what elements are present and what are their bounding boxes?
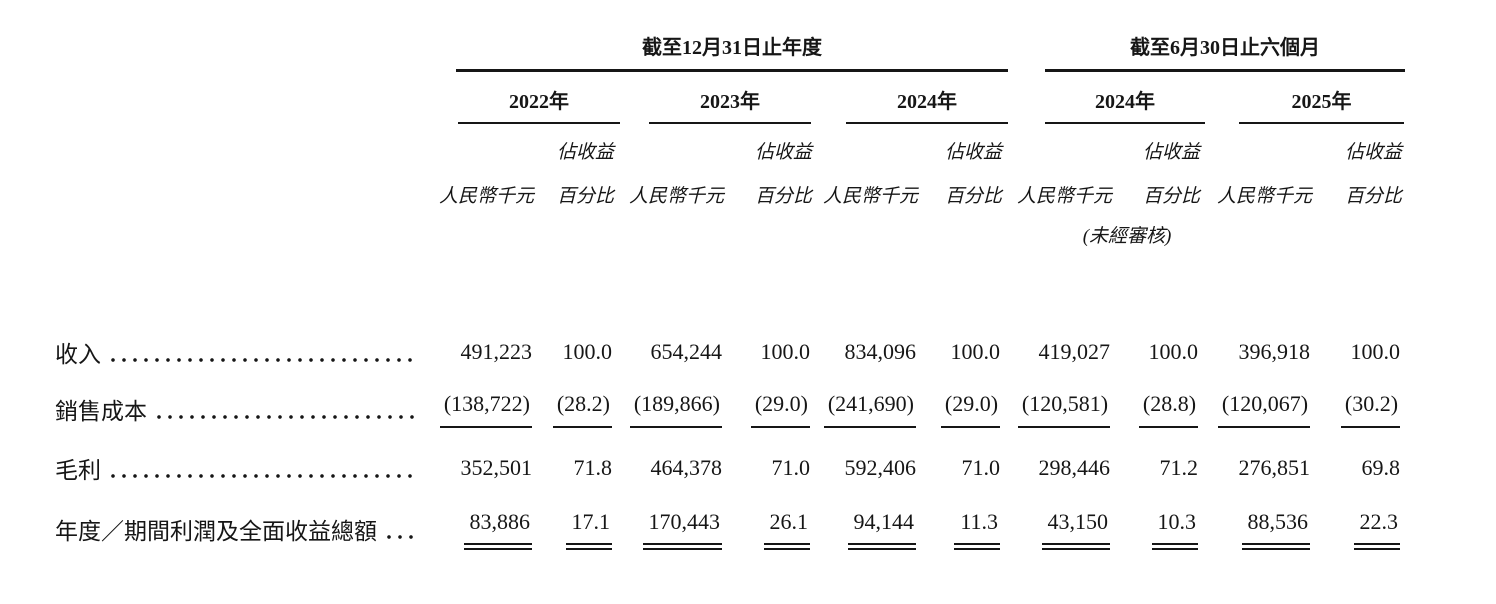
interim-period-title: 截至6月30日止六個月 xyxy=(1045,31,1406,72)
empty-cell xyxy=(55,124,430,168)
amount-unit-label: 人民幣千元 xyxy=(628,186,724,207)
spacer-row xyxy=(55,252,1408,324)
financial-summary-table: 截至12月31日止年度 截至6月30日止六個月 2022年 2023年 2024… xyxy=(55,28,1408,560)
empty-cell xyxy=(818,124,924,168)
cell: 100.0 xyxy=(950,339,1001,364)
interim-period-header: 截至6月30日止六個月 xyxy=(1008,28,1408,72)
pct-bottom-label: 百分比 xyxy=(945,186,1003,207)
pct-bottom-label: 百分比 xyxy=(1143,186,1201,207)
cell: 94,144 xyxy=(818,498,924,560)
cell: (30.2) xyxy=(1318,380,1408,438)
cell: 69.8 xyxy=(1361,455,1401,480)
table-row-cost-of-sales: 銷售成本 (138,722) (28.2) (189,866) (29.0) (… xyxy=(55,380,1408,438)
pct-bottom-label: 百分比 xyxy=(556,186,614,207)
pct-top-label: 佔收益 xyxy=(945,142,1003,163)
unaudited-note: (未經審核) xyxy=(1082,226,1172,247)
year-header-2024: 2024年 xyxy=(818,72,1009,124)
cell: 298,446 xyxy=(1038,455,1111,480)
row-label-revenue: 收入 xyxy=(55,324,430,380)
empty-cell xyxy=(55,212,1008,252)
cell: 71.0 xyxy=(961,455,1001,480)
pct-top-label: 佔收益 xyxy=(1345,142,1403,163)
cell: 22.3 xyxy=(1318,498,1408,560)
empty-cell xyxy=(1206,124,1318,168)
year-header-2023: 2023年 xyxy=(620,72,818,124)
cell: 170,443 xyxy=(620,498,730,560)
cell: 491,223 xyxy=(460,339,533,364)
cell: 71.2 xyxy=(1159,455,1199,480)
cell: (29.0) xyxy=(924,380,1008,438)
row-label-profit: 年度／期間利潤及全面收益總額 xyxy=(55,498,430,560)
cell: 83,886 xyxy=(430,498,540,560)
cell: (241,690) xyxy=(818,380,924,438)
amount-unit-label: 人民幣千元 xyxy=(438,186,534,207)
table-row-profit-total-comprehensive-income: 年度／期間利潤及全面收益總額 83,886 17.1 170,443 26.1 … xyxy=(55,498,1408,560)
dot-leader xyxy=(111,474,416,478)
year-header-2025-interim: 2025年 xyxy=(1206,72,1408,124)
annual-period-header: 截至12月31日止年度 xyxy=(430,28,1009,72)
cell: 276,851 xyxy=(1238,455,1311,480)
empty-corner-cell xyxy=(55,28,430,72)
subheader-pct-top-row: 佔收益 佔收益 佔收益 佔收益 佔收益 xyxy=(55,124,1408,168)
cell: 100.0 xyxy=(562,339,613,364)
row-label-gross-profit: 毛利 xyxy=(55,438,430,498)
unaudited-note-row: (未經審核) xyxy=(55,212,1408,252)
table-row-revenue: 收入 491,223 100.0 654,244 100.0 834,096 1… xyxy=(55,324,1408,380)
cell: (28.8) xyxy=(1118,380,1206,438)
empty-cell xyxy=(1206,212,1408,252)
cell: (120,581) xyxy=(1008,380,1118,438)
cell: 11.3 xyxy=(924,498,1008,560)
cell: 71.0 xyxy=(771,455,811,480)
cell: 71.8 xyxy=(573,455,613,480)
year-header-2022: 2022年 xyxy=(430,72,620,124)
amount-unit-label: 人民幣千元 xyxy=(1017,186,1113,207)
cell: (120,067) xyxy=(1206,380,1318,438)
cell: 26.1 xyxy=(730,498,818,560)
cell: 43,150 xyxy=(1008,498,1118,560)
cell: 17.1 xyxy=(540,498,620,560)
cell: (28.2) xyxy=(540,380,620,438)
dot-leader xyxy=(387,535,416,539)
dot-leader xyxy=(111,358,416,362)
cell: (189,866) xyxy=(620,380,730,438)
cell: (29.0) xyxy=(730,380,818,438)
empty-cell xyxy=(620,124,730,168)
empty-cell xyxy=(55,72,430,124)
cell: 100.0 xyxy=(1148,339,1199,364)
cell: 100.0 xyxy=(760,339,811,364)
amount-unit-label: 人民幣千元 xyxy=(822,186,918,207)
cell: 419,027 xyxy=(1038,339,1111,364)
dot-leader xyxy=(157,415,416,419)
year-header-2024-interim: 2024年 xyxy=(1008,72,1206,124)
annual-period-title: 截至12月31日止年度 xyxy=(456,31,1009,72)
subheader-units-row: 人民幣千元 百分比 人民幣千元 百分比 人民幣千元 百分比 人民幣千元 百分比 人民幣千… xyxy=(55,168,1408,212)
pct-bottom-label: 百分比 xyxy=(1345,186,1403,207)
pct-top-label: 佔收益 xyxy=(1143,142,1201,163)
empty-cell xyxy=(55,168,430,212)
cell: 396,918 xyxy=(1238,339,1311,364)
cell: 654,244 xyxy=(650,339,723,364)
cell: 464,378 xyxy=(650,455,723,480)
period-group-header-row: 截至12月31日止年度 截至6月30日止六個月 xyxy=(55,28,1408,72)
pct-top-label: 佔收益 xyxy=(556,142,614,163)
empty-cell xyxy=(1008,124,1118,168)
year-header-row: 2022年 2023年 2024年 2024年 2025年 xyxy=(55,72,1408,124)
pct-top-label: 佔收益 xyxy=(754,142,812,163)
empty-cell xyxy=(430,124,540,168)
cell: 100.0 xyxy=(1350,339,1401,364)
pct-bottom-label: 百分比 xyxy=(754,186,812,207)
cell: 88,536 xyxy=(1206,498,1318,560)
amount-unit-label: 人民幣千元 xyxy=(1217,186,1313,207)
table-row-gross-profit: 毛利 352,501 71.8 464,378 71.0 592,406 71.… xyxy=(55,438,1408,498)
cell: 10.3 xyxy=(1118,498,1206,560)
row-label-cost-of-sales: 銷售成本 xyxy=(55,380,430,438)
cell: 834,096 xyxy=(844,339,917,364)
cell: (138,722) xyxy=(430,380,540,438)
cell: 592,406 xyxy=(844,455,917,480)
cell: 352,501 xyxy=(460,455,533,480)
